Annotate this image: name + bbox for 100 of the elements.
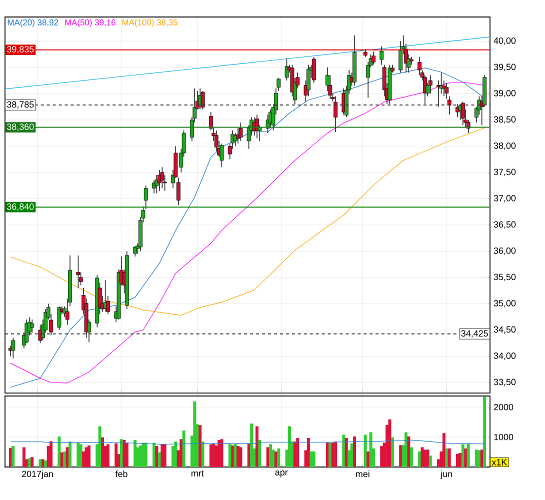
candlestick (447, 96, 452, 116)
y-tick-label: 36,00 (494, 248, 516, 255)
y-tick-label: 37,50 (494, 168, 516, 176)
text: MA(50) 39,16 (65, 19, 116, 28)
bar (428, 456, 432, 468)
bar (364, 434, 367, 468)
bar (296, 438, 300, 468)
bar (193, 401, 196, 468)
bar (250, 424, 254, 468)
bar (155, 446, 158, 468)
bar (174, 442, 178, 468)
text: MA(20) 38,92 (8, 19, 58, 28)
y-tick-label: 35,50 (494, 274, 516, 282)
bar (201, 442, 204, 468)
ref-line-label: 39,835 (7, 46, 34, 54)
x-tick-label: 2017jan (22, 470, 53, 479)
bar (464, 448, 468, 468)
bar (76, 442, 80, 468)
bar (82, 451, 86, 468)
candlestick (372, 51, 376, 66)
bar (106, 444, 110, 468)
bar (328, 442, 332, 468)
candlestick (238, 122, 243, 142)
y-tick-label: 34,00 (494, 352, 516, 360)
bar (269, 444, 272, 468)
bar (239, 447, 242, 468)
bar (277, 448, 280, 468)
candlestick (334, 96, 338, 132)
bar (448, 448, 451, 468)
bar (114, 443, 118, 468)
bar (68, 442, 72, 468)
bar (410, 447, 413, 468)
bar (390, 437, 394, 468)
candlestick (144, 185, 148, 210)
bar (134, 440, 137, 468)
bar (366, 451, 370, 468)
y-tick-label: 35,00 (494, 300, 516, 308)
candlestick (133, 246, 138, 257)
x-tick-label: jun (440, 470, 452, 479)
y-tick-label: 36,50 (494, 221, 516, 229)
candlestick (276, 78, 281, 92)
y-axis-title: x1K (492, 459, 508, 466)
bar (426, 450, 430, 468)
ref-line-label: 38,360 (7, 124, 34, 131)
candlestick (380, 46, 384, 66)
bar (478, 450, 481, 468)
bar (334, 442, 338, 468)
bar (122, 440, 126, 468)
y-tick-label: 34,50 (494, 326, 516, 334)
x-tick-label: mei (356, 470, 370, 478)
bar (50, 441, 53, 468)
y-tick-label: 39,50 (494, 64, 516, 72)
y-tick-label: 38,50 (494, 116, 516, 124)
ref-line-label: 38,785 (7, 101, 34, 109)
bar (101, 437, 104, 468)
bar (418, 451, 422, 468)
bar (160, 444, 164, 468)
y-tick-label: 39,00 (494, 90, 516, 98)
x-tick-label: apr (275, 470, 288, 478)
text: MA(100) 38,35 (122, 19, 178, 28)
bar (445, 448, 448, 468)
candlestick (444, 82, 449, 100)
bar (88, 445, 90, 468)
bar (182, 430, 186, 468)
bar (63, 451, 66, 468)
bar (258, 440, 262, 468)
y-tick-label: 1000 (494, 434, 514, 440)
candlestick (409, 56, 414, 66)
ref-line-label: 36,840 (7, 203, 34, 211)
y-tick-label: 33,50 (494, 378, 516, 386)
bar (231, 445, 234, 468)
bar (163, 444, 166, 468)
candlestick (160, 166, 164, 189)
bar (79, 444, 82, 468)
bar (442, 433, 446, 468)
bar (458, 452, 462, 468)
bar (312, 451, 316, 468)
y-tick-label: 38,00 (494, 142, 516, 150)
bar (342, 434, 346, 468)
bar (12, 446, 15, 468)
bar (44, 460, 48, 468)
bar (38, 459, 42, 468)
x-tick-label: mrt (192, 470, 204, 476)
bar (220, 439, 224, 468)
bar (58, 436, 61, 468)
candlestick (30, 319, 34, 333)
x-tick-label: feb (115, 470, 128, 478)
bar (407, 436, 410, 468)
bar (310, 451, 313, 468)
bar (483, 396, 486, 468)
candlestick (11, 338, 16, 359)
bar (380, 446, 384, 468)
bar (466, 444, 470, 468)
y-tick-label: 40,00 (494, 37, 516, 45)
ref-line-label: 34,425 (461, 330, 488, 338)
bar (306, 438, 310, 468)
y-tick-label: 2000 (494, 404, 514, 410)
bar (125, 442, 128, 468)
bar (144, 442, 148, 468)
bar (22, 447, 26, 468)
